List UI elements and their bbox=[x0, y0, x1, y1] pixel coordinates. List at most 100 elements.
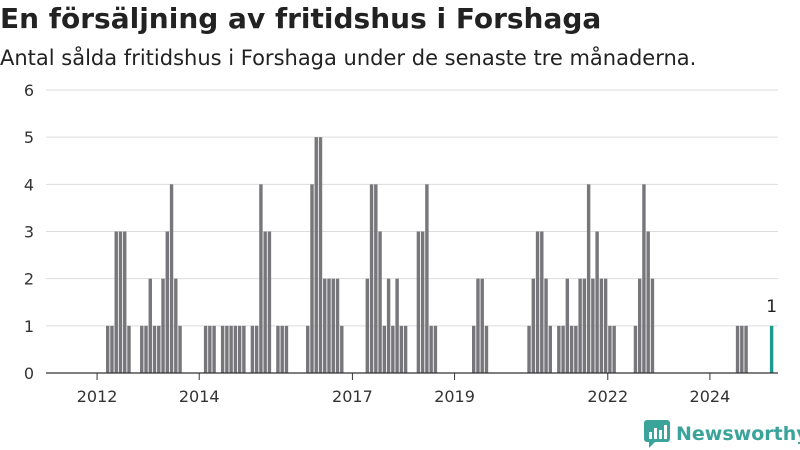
bar bbox=[310, 184, 314, 373]
x-tick-label: 2012 bbox=[77, 387, 118, 406]
bar bbox=[233, 325, 238, 373]
bar bbox=[178, 325, 182, 373]
bar bbox=[306, 325, 310, 373]
bar bbox=[318, 137, 323, 373]
bar bbox=[531, 278, 535, 373]
bar bbox=[157, 325, 161, 373]
bar bbox=[250, 325, 255, 373]
bar bbox=[599, 278, 604, 373]
y-tick-label: 2 bbox=[24, 270, 34, 289]
bar bbox=[242, 325, 246, 373]
bar bbox=[535, 231, 540, 373]
bar bbox=[225, 325, 229, 373]
bar bbox=[259, 184, 263, 373]
bar bbox=[284, 325, 289, 373]
bar bbox=[399, 325, 404, 373]
bar bbox=[229, 325, 233, 373]
bar bbox=[586, 184, 591, 373]
data-label: 1 bbox=[766, 297, 777, 317]
bar bbox=[208, 325, 212, 373]
bar bbox=[237, 325, 242, 373]
bar bbox=[633, 325, 638, 373]
y-tick-label: 5 bbox=[24, 128, 34, 147]
bar bbox=[642, 184, 646, 373]
bar bbox=[395, 278, 399, 373]
y-tick-label: 1 bbox=[24, 317, 34, 336]
chart-title: En försäljning av fritidshus i Forshaga bbox=[0, 2, 602, 35]
bar bbox=[740, 325, 744, 373]
y-tick-label: 4 bbox=[24, 175, 34, 194]
x-tick-label: 2017 bbox=[332, 387, 373, 406]
bar bbox=[331, 278, 335, 373]
bar bbox=[335, 278, 340, 373]
bar bbox=[382, 325, 387, 373]
x-tick-label: 2019 bbox=[434, 387, 475, 406]
bar bbox=[595, 231, 599, 373]
newsworthy-logo-icon bbox=[644, 420, 670, 448]
newsworthy-logo: Newsworthy bbox=[644, 420, 800, 448]
bar bbox=[429, 325, 433, 373]
bar-highlight bbox=[769, 325, 774, 373]
bar bbox=[650, 278, 655, 373]
bar bbox=[637, 278, 642, 373]
bar bbox=[612, 325, 616, 373]
bar bbox=[378, 231, 382, 373]
bar bbox=[540, 231, 544, 373]
y-tick-label: 3 bbox=[24, 223, 34, 242]
bar bbox=[106, 325, 110, 373]
bar bbox=[327, 278, 331, 373]
bar bbox=[161, 278, 165, 373]
bar bbox=[416, 231, 421, 373]
bar bbox=[403, 325, 408, 373]
y-tick-label: 0 bbox=[24, 364, 34, 383]
bar bbox=[114, 231, 118, 373]
bar bbox=[263, 231, 267, 373]
bar bbox=[118, 231, 123, 373]
bar bbox=[391, 325, 395, 373]
bar bbox=[365, 278, 370, 373]
bar bbox=[603, 278, 608, 373]
bar bbox=[203, 325, 208, 373]
bar bbox=[280, 325, 284, 373]
bar bbox=[480, 278, 484, 373]
bar bbox=[608, 325, 612, 373]
bar bbox=[484, 325, 489, 373]
bar bbox=[220, 325, 225, 373]
bar bbox=[174, 278, 178, 373]
bar bbox=[374, 184, 378, 373]
bar bbox=[165, 231, 169, 373]
bar bbox=[276, 325, 280, 373]
x-tick-label: 2024 bbox=[690, 387, 731, 406]
bar bbox=[148, 278, 152, 373]
bar bbox=[425, 184, 429, 373]
bar bbox=[152, 325, 157, 373]
bar bbox=[744, 325, 748, 373]
bar bbox=[212, 325, 216, 373]
bar bbox=[561, 325, 565, 373]
bar bbox=[544, 278, 548, 373]
bar bbox=[646, 231, 650, 373]
bar bbox=[548, 325, 553, 373]
y-tick-label: 6 bbox=[24, 81, 34, 100]
bar bbox=[140, 325, 144, 373]
bar bbox=[314, 137, 318, 373]
x-tick-label: 2014 bbox=[179, 387, 220, 406]
bar bbox=[433, 325, 438, 373]
bar bbox=[340, 325, 344, 373]
bar bbox=[254, 325, 259, 373]
bar bbox=[169, 184, 174, 373]
bar bbox=[565, 278, 570, 373]
bar bbox=[369, 184, 374, 373]
bar bbox=[476, 278, 480, 373]
bar bbox=[420, 231, 425, 373]
bar bbox=[591, 278, 595, 373]
bar bbox=[144, 325, 148, 373]
bar bbox=[574, 325, 578, 373]
bar bbox=[472, 325, 476, 373]
bar bbox=[323, 278, 327, 373]
brand-name: Newsworthy bbox=[676, 423, 800, 445]
bar bbox=[569, 325, 574, 373]
bar bbox=[527, 325, 531, 373]
bar bbox=[110, 325, 114, 373]
